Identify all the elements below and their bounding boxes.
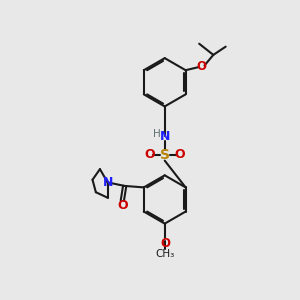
Text: S: S — [160, 148, 170, 162]
Text: O: O — [175, 148, 185, 161]
Text: O: O — [196, 60, 206, 73]
Text: O: O — [117, 200, 128, 212]
Text: CH₃: CH₃ — [156, 249, 175, 259]
Text: O: O — [160, 237, 170, 250]
Text: O: O — [144, 148, 155, 161]
Text: N: N — [160, 130, 170, 143]
Text: N: N — [102, 176, 113, 189]
Text: H: H — [153, 129, 160, 140]
